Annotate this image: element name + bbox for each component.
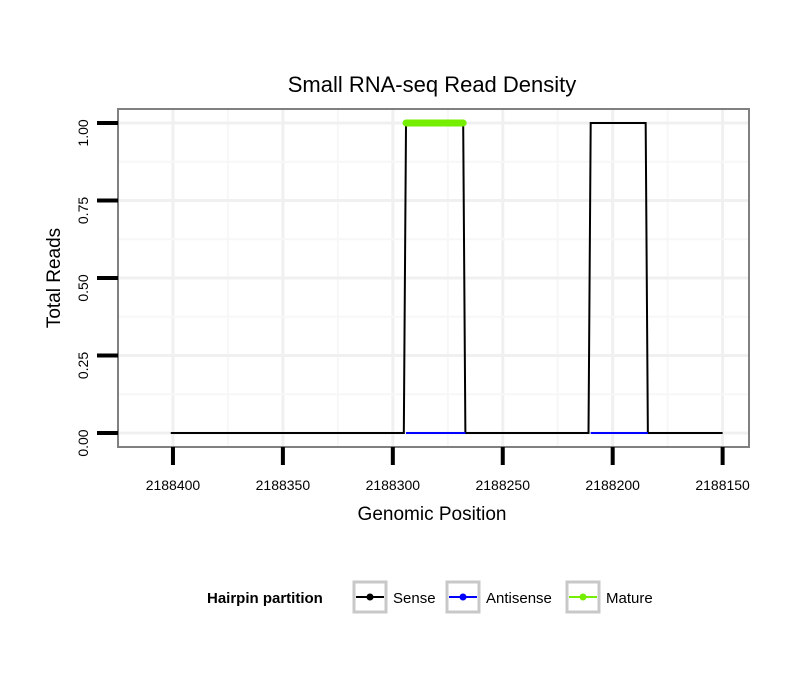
y-tick-label: 1.00 bbox=[75, 119, 91, 146]
y-axis-title: Total Reads bbox=[44, 228, 65, 328]
chart-title: Small RNA-seq Read Density bbox=[288, 72, 577, 97]
x-tick-label: 2188400 bbox=[146, 477, 201, 493]
y-axis: 0.00 0.25 0.50 0.75 1.00 bbox=[75, 119, 118, 457]
legend-label: Sense bbox=[393, 590, 436, 607]
legend-label: Mature bbox=[606, 590, 653, 607]
plot-area bbox=[117, 108, 750, 448]
y-tick-label: 0.00 bbox=[75, 429, 91, 456]
legend-title: Hairpin partition bbox=[207, 590, 323, 607]
x-tick-label: 2188350 bbox=[256, 477, 311, 493]
legend-label: Antisense bbox=[486, 590, 552, 607]
legend-key-dot bbox=[366, 593, 374, 601]
y-tick-label: 0.75 bbox=[75, 197, 91, 224]
y-tick-label: 0.25 bbox=[75, 352, 91, 379]
x-tick-label: 2188300 bbox=[366, 477, 421, 493]
legend-item-antisense: Antisense bbox=[445, 580, 552, 614]
legend: Hairpin partition Sense Antisense Mature bbox=[207, 580, 653, 614]
x-axis: 2188400 2188350 2188300 2188250 2188200 21881… bbox=[146, 447, 750, 493]
x-axis-title: Genomic Position bbox=[358, 504, 507, 525]
legend-item-mature: Mature bbox=[565, 580, 653, 614]
x-tick-label: 2188200 bbox=[585, 477, 640, 493]
legend-key-dot bbox=[459, 593, 467, 601]
legend-key-dot bbox=[579, 593, 587, 601]
x-tick-label: 2188150 bbox=[695, 477, 750, 493]
series-sense-line bbox=[170, 121, 723, 435]
legend-item-sense: Sense bbox=[352, 580, 436, 614]
y-tick-label: 0.50 bbox=[75, 274, 91, 301]
x-tick-label: 2188250 bbox=[475, 477, 530, 493]
series-layer bbox=[170, 119, 723, 435]
